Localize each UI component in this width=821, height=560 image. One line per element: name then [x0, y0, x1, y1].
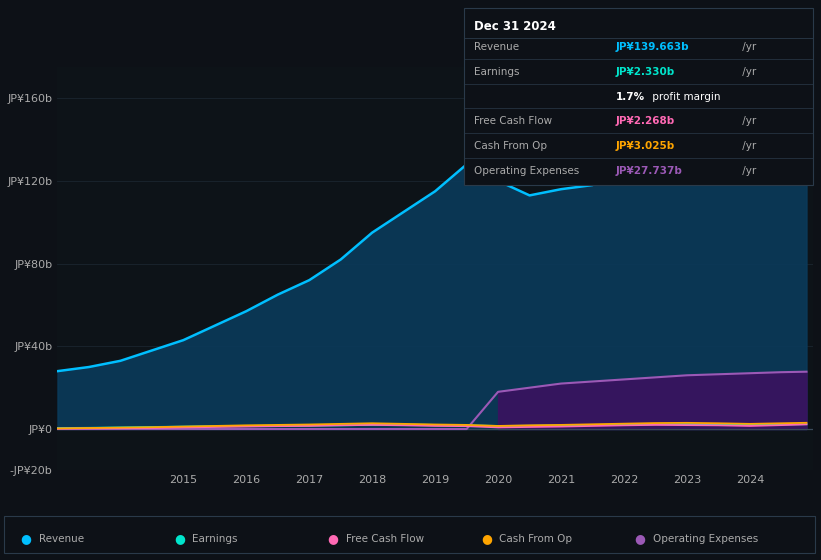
Text: /yr: /yr — [739, 116, 756, 127]
Text: /yr: /yr — [739, 141, 756, 151]
Text: JP¥2.268b: JP¥2.268b — [616, 116, 675, 127]
Text: Earnings: Earnings — [192, 534, 237, 544]
Text: JP¥27.737b: JP¥27.737b — [616, 166, 682, 176]
Text: Cash From Op: Cash From Op — [474, 141, 547, 151]
Text: Cash From Op: Cash From Op — [499, 534, 572, 544]
Text: JP¥2.330b: JP¥2.330b — [616, 67, 675, 77]
Text: ●: ● — [635, 532, 645, 545]
Text: Operating Expenses: Operating Expenses — [653, 534, 758, 544]
Text: 1.7%: 1.7% — [616, 92, 644, 102]
Text: JP¥139.663b: JP¥139.663b — [616, 43, 690, 53]
Text: Free Cash Flow: Free Cash Flow — [474, 116, 552, 127]
Text: Earnings: Earnings — [474, 67, 519, 77]
Text: ●: ● — [481, 532, 492, 545]
Text: Dec 31 2024: Dec 31 2024 — [474, 20, 556, 32]
Text: Operating Expenses: Operating Expenses — [474, 166, 579, 176]
Text: Free Cash Flow: Free Cash Flow — [346, 534, 424, 544]
Text: /yr: /yr — [739, 67, 756, 77]
Text: Revenue: Revenue — [474, 43, 519, 53]
Text: ●: ● — [328, 532, 338, 545]
Text: ●: ● — [21, 532, 31, 545]
Text: JP¥3.025b: JP¥3.025b — [616, 141, 675, 151]
Text: profit margin: profit margin — [649, 92, 720, 102]
Text: ●: ● — [174, 532, 185, 545]
Text: /yr: /yr — [739, 166, 756, 176]
Text: /yr: /yr — [739, 43, 756, 53]
Text: Revenue: Revenue — [39, 534, 84, 544]
